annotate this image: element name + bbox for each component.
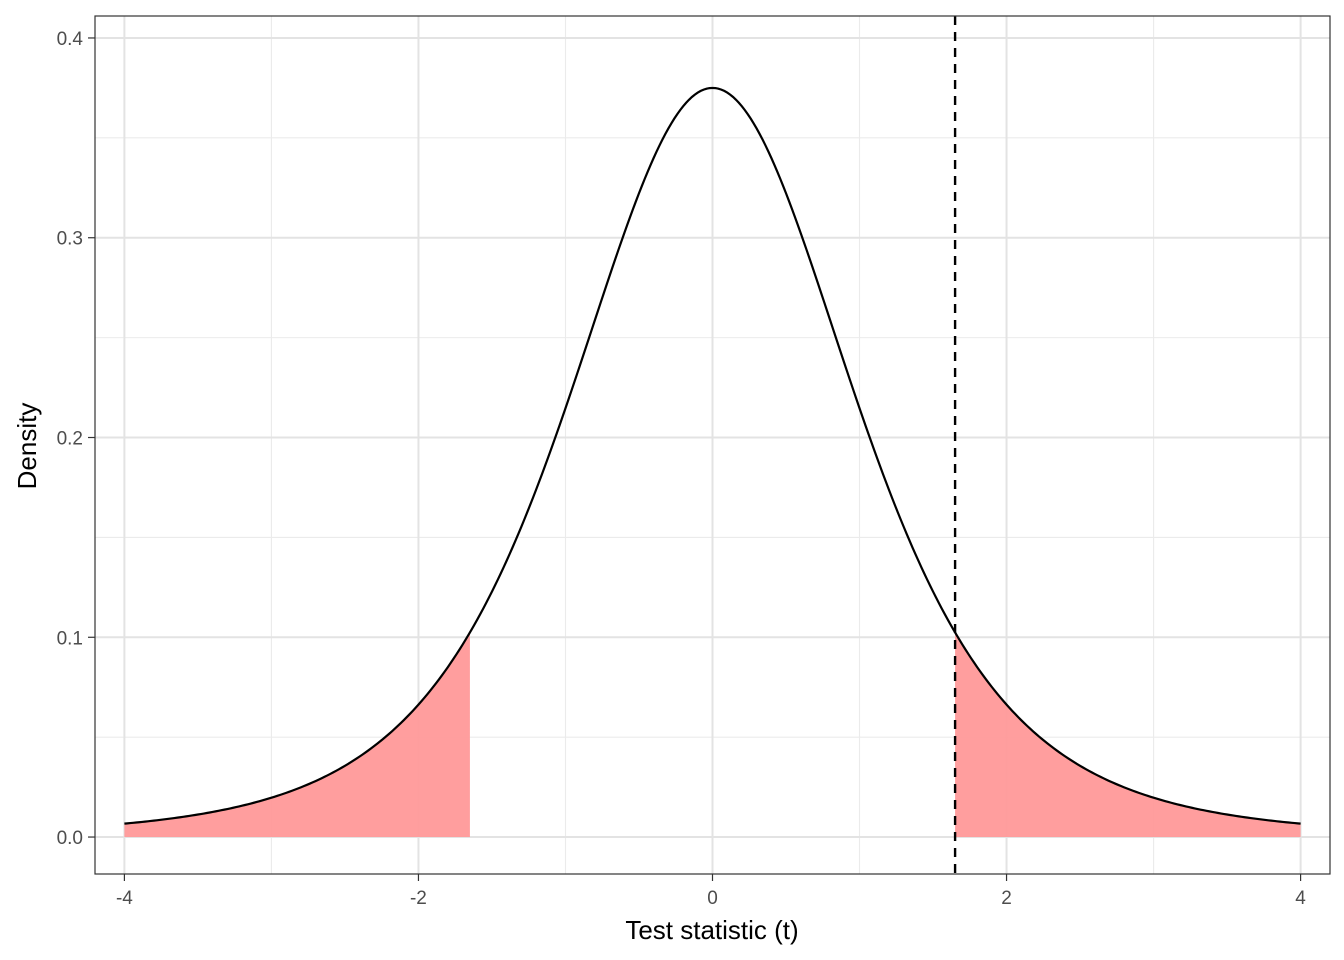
x-axis-title: Test statistic (t) bbox=[625, 915, 798, 945]
y-tick-label: 0.4 bbox=[57, 29, 84, 50]
x-tick-label: 0 bbox=[707, 888, 718, 909]
y-axis-ticks: 0.0 0.1 0.2 0.3 0.4 bbox=[57, 29, 95, 849]
x-tick-label: -2 bbox=[410, 888, 427, 909]
rejection-regions bbox=[124, 632, 1301, 838]
density-curve bbox=[124, 86, 1301, 825]
y-axis-title: Density bbox=[12, 403, 42, 490]
y-tick-label: 0.0 bbox=[57, 828, 83, 849]
rejection-region bbox=[124, 632, 470, 838]
y-tick-label: 0.2 bbox=[57, 429, 83, 450]
x-tick-label: 2 bbox=[1001, 888, 1012, 909]
x-tick-label: -4 bbox=[116, 888, 133, 909]
x-axis-ticks: -4 -2 0 2 4 bbox=[116, 874, 1306, 909]
rejection-region bbox=[955, 632, 1301, 838]
x-tick-label: 4 bbox=[1295, 888, 1306, 909]
y-tick-label: 0.3 bbox=[57, 229, 83, 250]
y-tick-label: 0.1 bbox=[57, 628, 83, 649]
